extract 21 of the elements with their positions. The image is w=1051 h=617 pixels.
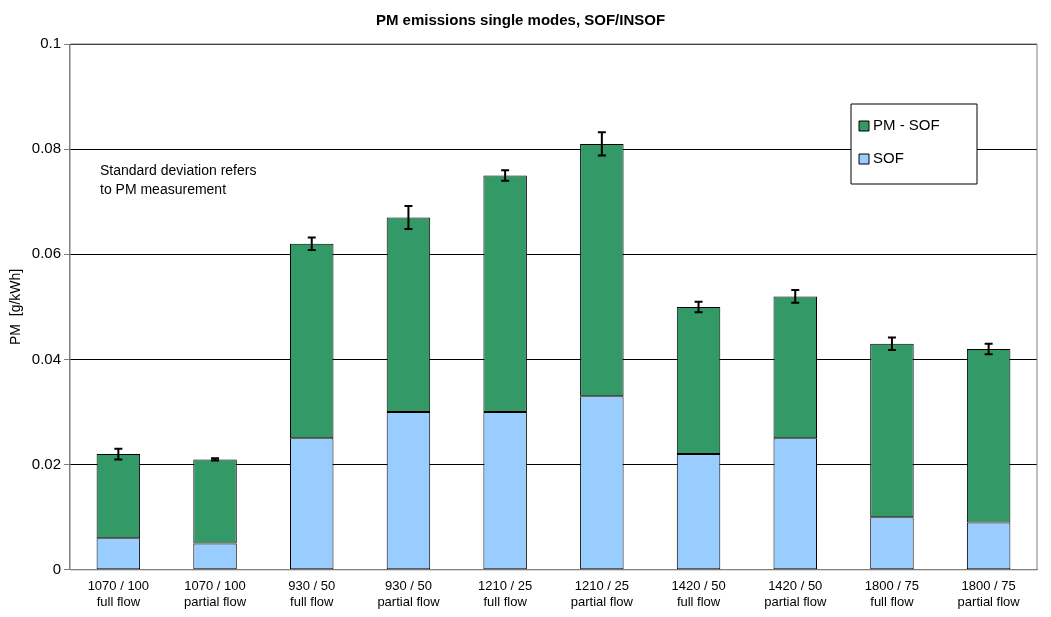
y-tick-label: 0.08 (31, 139, 61, 157)
x-tick-label: 1210 / 25 full flow (478, 578, 533, 609)
x-tick-label: 1420 / 50 full flow (671, 578, 726, 609)
chart-title: PM emissions single modes, SOF/INSOF (375, 11, 666, 29)
x-tick-label: 1800 / 75 partial flow (957, 578, 1021, 609)
y-tick-label: 0.04 (31, 349, 61, 367)
y-axis-title: PM [g/kWh] (7, 268, 24, 346)
x-tick-label: 930 / 50 partial flow (377, 578, 441, 609)
x-tick-label: 1420 / 50 partial flow (764, 578, 827, 609)
annotation: Standard deviation refers to PM measurement (99, 161, 257, 197)
x-tick-label: 1800 / 75 full flow (864, 578, 920, 609)
y-tick-label: 0.02 (31, 454, 61, 472)
x-tick-label: 1210 / 25 partial flow (570, 578, 634, 609)
x-tick-label: 1070 / 100 partial flow (183, 578, 247, 609)
legend-label: PM - SOF (873, 116, 940, 134)
x-tick-label: 930 / 50 full flow (288, 578, 336, 609)
x-tick-label: 1070 / 100 full flow (87, 578, 150, 609)
y-tick-label: 0.1 (40, 34, 61, 52)
y-tick-label: 0.06 (31, 244, 61, 262)
legend-label: SOF (873, 149, 904, 167)
y-tick-label: 0 (52, 559, 61, 577)
